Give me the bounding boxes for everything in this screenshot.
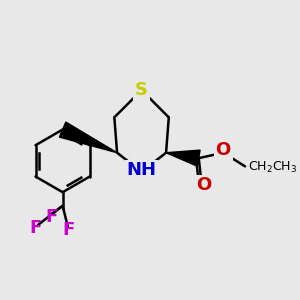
- Text: O: O: [216, 141, 231, 159]
- Text: S: S: [135, 81, 148, 99]
- Text: $\mathrm{CH_2CH_3}$: $\mathrm{CH_2CH_3}$: [248, 160, 297, 175]
- Text: F: F: [46, 208, 58, 226]
- Polygon shape: [59, 122, 117, 153]
- Text: F: F: [29, 219, 41, 237]
- Polygon shape: [166, 150, 200, 166]
- Text: NH: NH: [127, 161, 157, 179]
- Text: F: F: [62, 221, 74, 239]
- Text: O: O: [196, 176, 212, 194]
